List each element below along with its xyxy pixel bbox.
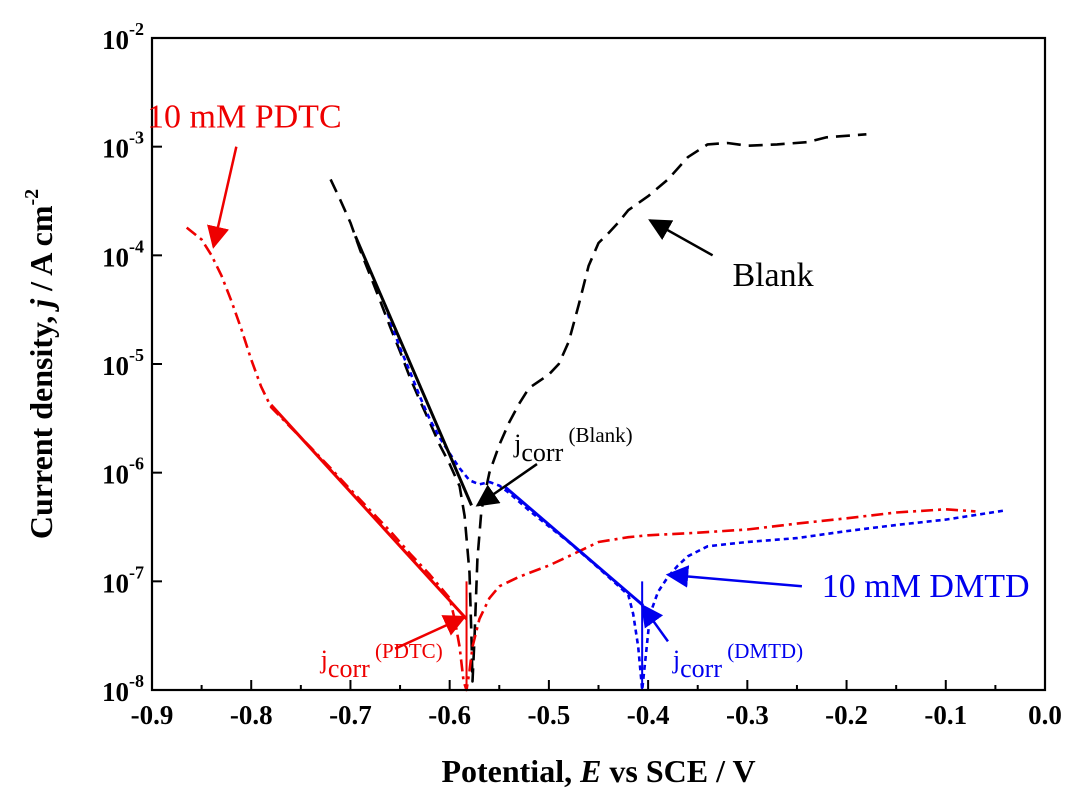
x-tick-label: -0.4 [627,700,670,730]
series-line-10-mm-pdtc [185,226,976,692]
arrow-jcorr-dmtd [640,603,669,643]
y-tick-label: 10-5 [102,345,144,381]
annotation-dmtd: 10 mM DMTD [822,568,1030,605]
x-axis-title: Potential, E vs SCE / V [441,753,755,789]
y-axis-title: Current density, j / A cm-2 [21,189,59,539]
x-tick-label: -0.1 [924,700,967,730]
annotation-arrow-blank [648,219,714,257]
y-tick-label: 10-7 [102,562,144,598]
x-tick-label: -0.9 [131,700,174,730]
label-jcorr-dmtd: jcorr (DMTD) [672,639,803,683]
x-tick-label: -0.5 [528,700,571,730]
tafel-fit-line [354,235,473,506]
series-line-10-mm-dmtd [383,304,1006,692]
tafel-fit-line [269,403,468,621]
y-axis: 10-8 10-7 10-6 10-5 10-4 10-3 10-2 [102,19,162,707]
arrow-jcorr-pdtc [394,615,467,650]
annotation-arrow-dmtd [665,565,803,588]
annotations: 10 mM PDTC Blank 10 mM DMTD jcorr (Blank) jc… [147,99,1030,683]
annotation-arrow-pdtc [207,146,238,249]
x-axis: -0.9 -0.8 -0.7 -0.6 -0.5 -0.4 -0.3 -0.2 -0.1 0.0 [131,680,1062,730]
annotation-pdtc: 10 mM PDTC [147,99,342,136]
label-jcorr-blank: jcorr (Blank) [513,423,633,467]
tafel-fit-line [503,485,645,607]
annotation-blank: Blank [732,257,813,294]
y-tick-label: 10-2 [102,19,144,55]
label-jcorr-pdtc: jcorr (PDTC) [320,639,443,683]
plot-content [185,133,1006,692]
y-tick-label: 10-8 [102,671,144,707]
arrow-jcorr-blank [475,463,538,507]
y-tick-label: 10-4 [102,236,144,272]
series-line-blank [329,133,867,683]
x-tick-label: -0.8 [230,700,273,730]
y-tick-label: 10-6 [102,454,144,490]
y-tick-label: 10-3 [102,128,144,164]
plot-frame [150,36,1047,692]
x-tick-label: -0.7 [329,700,372,730]
x-tick-label: -0.2 [825,700,868,730]
x-tick-label: 0.0 [1028,700,1062,730]
x-tick-label: -0.6 [428,700,471,730]
x-tick-label: -0.3 [726,700,769,730]
